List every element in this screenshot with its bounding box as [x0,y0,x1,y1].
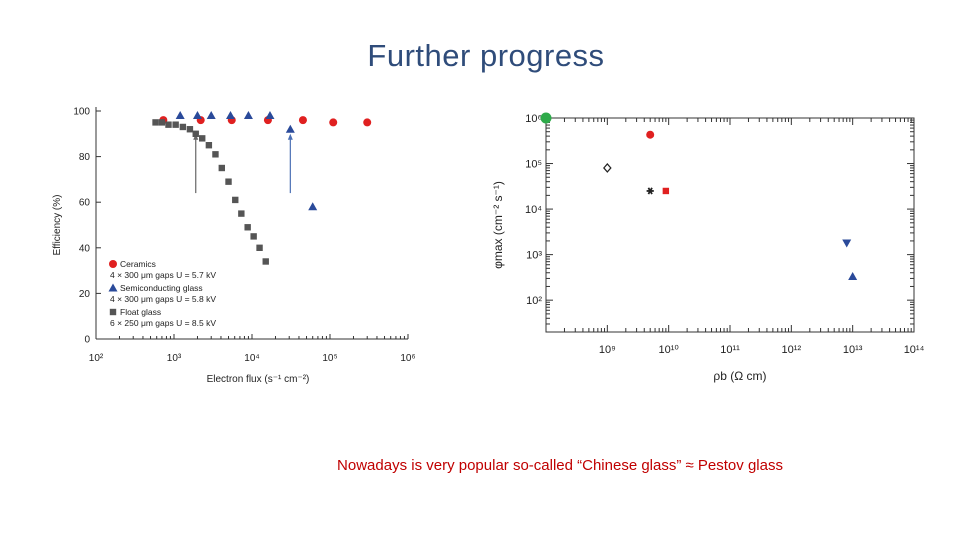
data-point-square [152,119,159,126]
data-point-square [199,135,206,142]
x-axis-label: Electron flux (s⁻¹ cm⁻²) [207,374,310,385]
legend-series-detail: 4 × 300 μm gaps U = 5.8 kV [110,294,216,304]
legend-marker [109,308,117,316]
x-tick-label: 10³ [167,353,182,364]
data-point-square [179,123,187,131]
data-point-circle-large [540,112,552,124]
y-axis-label: φmax (cm⁻² s⁻¹) [491,181,505,269]
legend-marker [109,260,117,268]
x-tick-label: 10¹⁴ [904,344,925,356]
y-tick-label: 80 [79,152,91,163]
data-point-square [158,119,166,126]
data-point-square [212,151,219,158]
data-point-triangle [225,111,235,120]
plot-frame [545,117,915,333]
x-tick-label: 10⁵ [322,353,337,364]
data-point-square [165,121,172,128]
data-point-triangle [285,124,295,133]
data-point-triangle [206,111,216,120]
data-point-triangle [848,272,858,281]
data-point-square [262,258,269,265]
x-tick-label: 10¹¹ [720,344,740,356]
slide-caption: Nowadays is very popular so-called “Chin… [337,457,783,474]
legend-series-name: Semiconducting glass [120,283,203,293]
y-axis-label: Efficiency (%) [52,195,63,256]
x-tick-label: 10⁶ [400,353,415,364]
data-point-star [646,187,654,195]
star-stroke [647,187,653,195]
data-point-square [244,224,251,231]
data-point-square [662,187,670,195]
legend-series-name: Float glass [120,307,161,317]
data-point-square [205,142,213,149]
y-tick-label: 60 [79,198,91,209]
data-point-square [186,126,194,133]
y-tick-label: 10² [526,295,542,307]
x-tick-label: 10¹³ [843,344,863,356]
y-tick-label: 20 [79,289,91,300]
data-point-diamond-open [603,163,612,173]
x-axis-label: ρb (Ω cm) [713,369,766,383]
data-point-square [172,121,179,128]
y-tick-label: 10⁵ [525,159,542,171]
data-point-square [225,178,232,185]
data-point-circle [329,118,338,127]
data-point-triangle-down [842,239,852,248]
legend-series-detail: 6 × 250 μm gaps U = 8.5 kV [110,318,216,328]
data-point-square [250,233,257,240]
data-point-triangle [175,111,185,120]
x-tick-label: 10¹⁰ [659,344,680,356]
data-point-triangle [192,111,202,120]
legend-marker [108,283,118,292]
x-tick-label: 10² [89,353,104,364]
data-point-triangle [243,111,253,120]
y-tick-label: 10⁶ [525,113,542,125]
data-point-circle [363,118,372,127]
annotation-arrow-head [287,133,293,140]
data-point-square [218,164,225,172]
slide-title: Further progress [367,38,605,73]
data-point-triangle [265,111,275,120]
legend-series-detail: 4 × 300 μm gaps U = 5.7 kV [110,270,216,280]
x-tick-label: 10¹² [782,344,802,356]
data-point-square [192,130,199,137]
y-tick-label: 10⁴ [525,204,542,216]
data-point-square [256,244,263,251]
data-point-triangle [308,202,318,211]
data-point-circle [298,116,307,125]
legend-series-name: Ceramics [120,259,156,269]
data-point-square [238,210,245,217]
data-point-square [232,196,239,204]
data-point-circle [646,130,655,139]
y-tick-label: 100 [73,107,90,118]
x-tick-label: 10⁴ [244,353,259,364]
y-tick-label: 40 [79,243,91,254]
y-tick-label: 0 [84,335,90,346]
y-tick-label: 10³ [526,250,542,262]
x-tick-label: 10⁹ [599,344,616,356]
